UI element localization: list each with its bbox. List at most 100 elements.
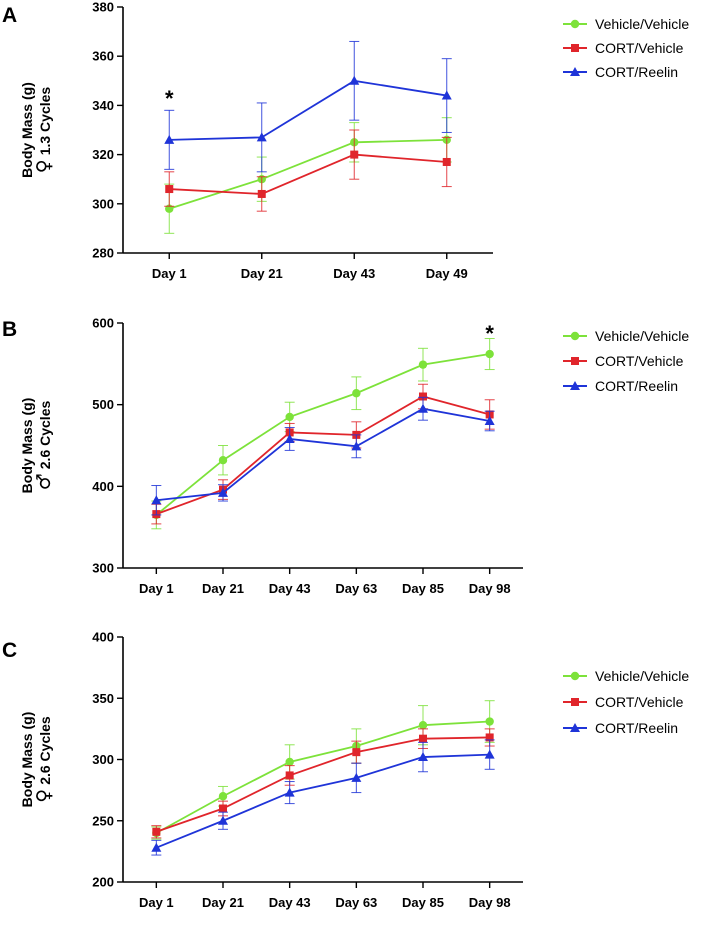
marker-circle [418, 360, 428, 369]
marker-circle [570, 671, 580, 681]
y-axis-label: Body Mass (g) [19, 712, 35, 808]
marker-triangle [284, 787, 295, 797]
panel-label: A [2, 4, 17, 27]
marker-square [165, 185, 174, 194]
marker-circle [418, 721, 428, 730]
series-line [168, 138, 447, 210]
significance-star: * [165, 86, 174, 111]
marker-triangle [484, 416, 495, 425]
marker-triangle [218, 487, 228, 497]
marker-square [571, 698, 579, 706]
x-tick-label: Day 85 [402, 895, 444, 910]
y-tick-label: 360 [92, 49, 114, 64]
sex-symbol: ♀ [33, 789, 55, 803]
y-tick-label: 320 [92, 147, 114, 162]
series-cort-reelin [151, 739, 495, 856]
legend: Vehicle/Vehicle CORT/Vehicle CORT/Reelin [563, 328, 689, 394]
marker-circle [485, 349, 494, 359]
marker-square [257, 189, 266, 198]
marker-triangle [218, 815, 228, 825]
significance-star: * [485, 321, 494, 346]
marker-square [350, 150, 359, 159]
marker-circle [285, 412, 294, 422]
legend-label: CORT/Vehicle [595, 694, 684, 710]
x-tick-label: Day 98 [469, 895, 511, 910]
series-line [156, 395, 490, 515]
series-vehicle-vehicle [151, 338, 495, 530]
y-tick-label: 250 [92, 813, 114, 828]
x-tick-label: Day 21 [202, 581, 244, 596]
x-tick-label: Day 21 [241, 266, 283, 281]
series-vehicle-vehicle [164, 117, 452, 234]
series-vehicle-vehicle [151, 700, 495, 840]
legend-label: CORT/Vehicle [595, 40, 684, 56]
marker-triangle [351, 441, 362, 451]
marker-square [352, 748, 361, 757]
legend-label: Vehicle/Vehicle [595, 16, 689, 32]
marker-square [571, 44, 579, 52]
panel-label: C [2, 639, 17, 662]
x-tick-label: Day 1 [152, 266, 187, 281]
x-tick-label: Day 63 [335, 581, 377, 596]
sex-symbol: ♀ [33, 159, 55, 173]
marker-square [442, 157, 451, 166]
x-tick-label: Day 43 [333, 266, 375, 281]
marker-triangle [418, 403, 428, 413]
marker-circle [570, 331, 580, 341]
marker-triangle [151, 495, 162, 505]
marker-square [485, 733, 494, 742]
y-axis-label: Body Mass (g) [19, 82, 35, 178]
y-axis-label: Body Mass (g) [19, 398, 35, 494]
legend: Vehicle/Vehicle CORT/Vehicle CORT/Reelin [563, 16, 689, 80]
marker-square [419, 392, 427, 401]
y-tick-label: 500 [92, 397, 114, 412]
marker-circle [485, 717, 494, 726]
marker-triangle [256, 132, 267, 142]
y-axis-sublabel: ♂ 2.6 Cycles [33, 401, 55, 491]
y-axis-sublabel: ♀ 1.3 Cycles [33, 87, 55, 174]
y-tick-label: 280 [92, 246, 114, 261]
x-tick-label: Day 21 [202, 895, 244, 910]
marker-circle [218, 792, 228, 801]
y-tick-label: 300 [92, 561, 114, 576]
y-tick-label: 300 [92, 196, 114, 211]
marker-square [285, 771, 294, 780]
y-tick-label: 350 [92, 691, 114, 706]
series-cort-vehicle [151, 728, 495, 839]
legend-label: Vehicle/Vehicle [595, 328, 689, 344]
legend-label: CORT/Reelin [595, 64, 678, 80]
y-tick-label: 400 [92, 479, 114, 494]
series-line [156, 736, 490, 833]
marker-triangle [151, 842, 162, 852]
marker-triangle [570, 67, 580, 76]
marker-triangle [284, 433, 295, 443]
marker-circle [352, 389, 361, 398]
marker-triangle [441, 90, 452, 100]
y-tick-label: 200 [92, 875, 114, 890]
cycles-text: 1.3 Cycles [37, 87, 53, 156]
legend-label: CORT/Vehicle [595, 353, 684, 369]
panel-b: B 300 400 500 600 Day 1 Day 21 Day 43 Day 63 Day … [2, 316, 689, 597]
series-cort-vehicle [164, 129, 452, 212]
cycles-text: 2.6 Cycles [37, 716, 53, 785]
marker-triangle [570, 723, 580, 732]
y-tick-label: 380 [92, 0, 114, 15]
marker-square [152, 827, 161, 836]
y-tick-label: 340 [92, 98, 114, 113]
marker-square [419, 734, 427, 743]
legend: Vehicle/Vehicle CORT/Vehicle CORT/Reelin [563, 668, 689, 736]
legend-label: CORT/Reelin [595, 720, 678, 736]
y-tick-label: 300 [92, 752, 114, 767]
marker-square [219, 804, 227, 813]
panel-c: C 200 250 300 350 400 Day 1 Day 21 Day 43 Day 63 D… [2, 630, 689, 911]
marker-triangle [351, 772, 362, 782]
series-cort-reelin [164, 40, 452, 173]
marker-circle [218, 456, 228, 465]
panel-a: A 280 300 320 340 360 380 Day 1 Day 21 Day 43 Day … [2, 0, 689, 281]
series-line [169, 153, 447, 195]
y-axis-sublabel: ♀ 2.6 Cycles [33, 716, 55, 803]
legend-label: CORT/Reelin [595, 378, 678, 394]
series-line [169, 79, 447, 141]
marker-triangle [164, 134, 175, 144]
